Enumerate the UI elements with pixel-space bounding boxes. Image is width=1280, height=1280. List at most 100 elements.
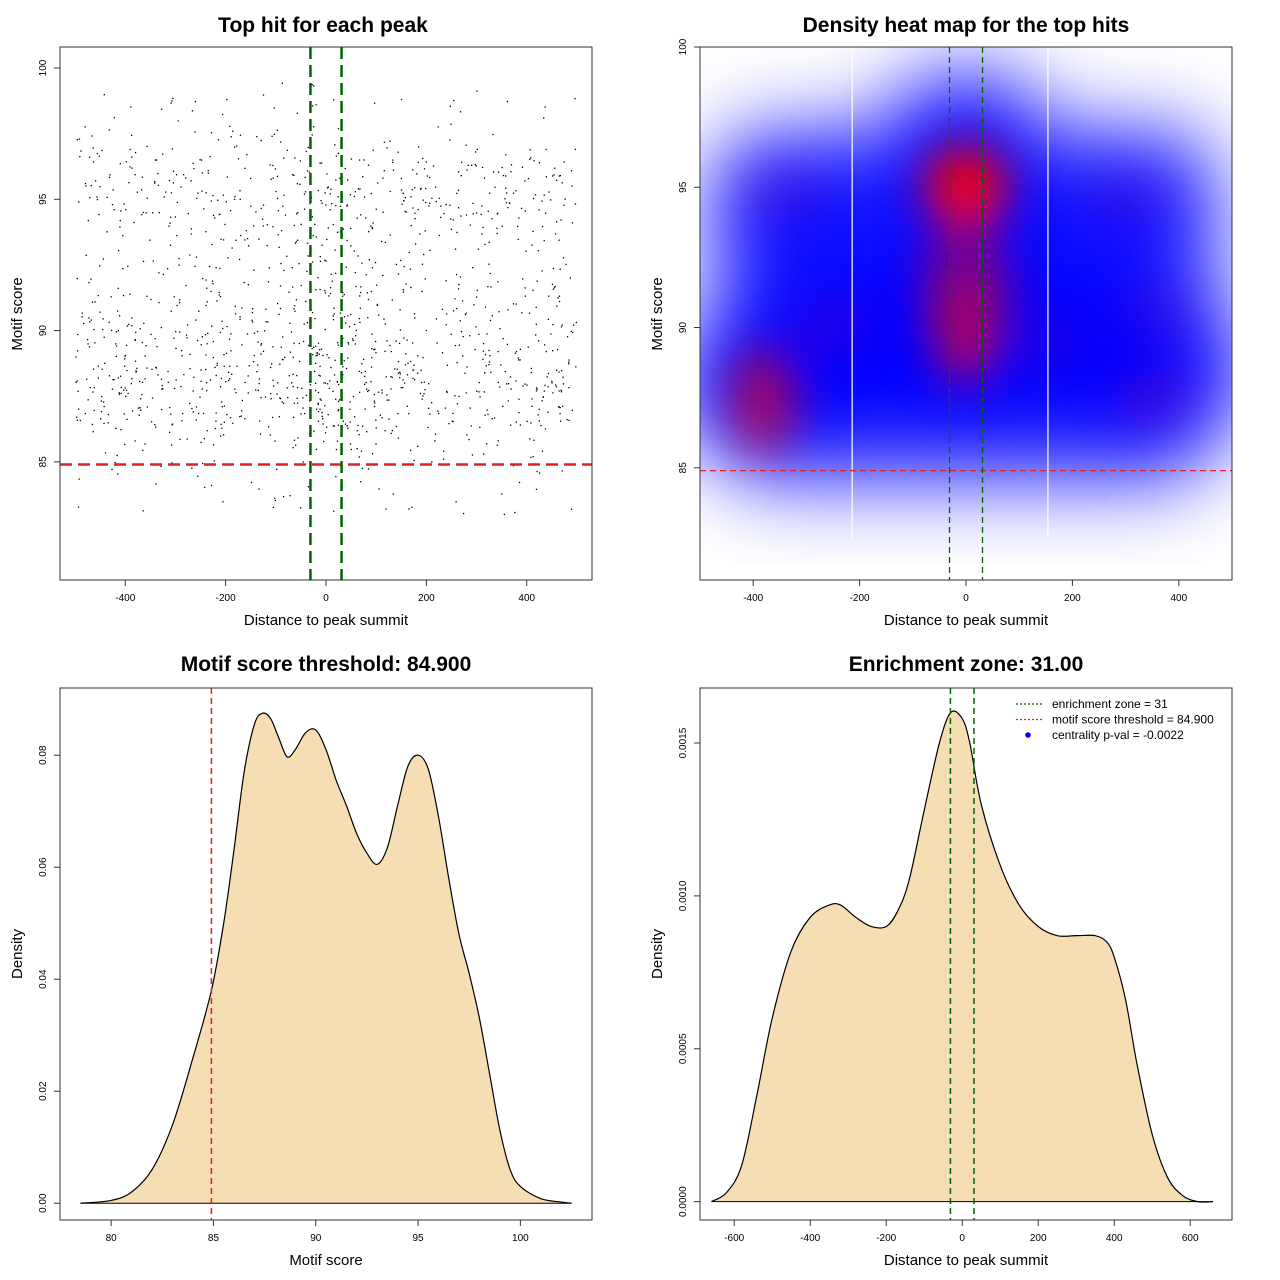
scatter-point [103,336,105,338]
scatter-point [496,213,498,215]
scatter-point [557,406,560,408]
scatter-point [77,390,79,393]
scatter-point [307,486,310,488]
scatter-point [123,413,125,415]
scatter-point [521,312,523,314]
scatter-point [174,216,177,218]
scatter-point [404,210,406,213]
scatter-point [475,212,478,214]
scatter-point [282,358,284,361]
scatter-point [203,437,205,440]
scatter-point [375,427,377,429]
scatter-point [554,233,557,235]
scatter-point [155,426,157,428]
scatter-point [424,388,426,391]
scatter-point [130,106,132,108]
scatter-x-label: Distance to peak summit [244,612,409,629]
scatter-point [461,161,463,163]
scatter-point [547,386,549,388]
scatter-point [558,406,560,408]
scatter-point [333,313,335,315]
scatter-point [314,317,316,320]
scatter-point [563,161,565,163]
scatter-point [319,162,321,164]
scatter-point [497,440,499,442]
scatter-point [221,320,223,322]
scatter-point [239,190,241,192]
scatter-point [221,406,223,408]
scatter-point [215,412,217,414]
scatter-point [408,508,410,510]
scatter-point [127,265,129,267]
heatmap-panel: Density heat map for the top hits -400 -2… [649,14,1233,629]
scatter-point [161,108,163,110]
scatter-point [92,161,95,163]
scatter-point [349,194,351,196]
scatter-point [421,157,424,160]
scatter-point [366,292,369,294]
scatter-point [355,329,357,332]
scatter-point [515,303,517,305]
scatter-point [270,178,272,180]
scatter-point [365,274,367,276]
scatter-point [475,165,477,167]
scatter-point [390,432,392,435]
scatter-point [186,337,188,339]
scatter-point [117,287,119,289]
scatter-point [561,470,563,472]
scatter-point [454,344,457,347]
scatter-point [417,208,419,211]
scatter-point [227,371,230,374]
scatter-point [195,319,197,321]
heatmap-x-tick-label: -400 [743,593,763,604]
scatter-point [538,472,541,474]
scatter-point [155,483,157,485]
scatter-point [141,176,144,178]
scatter-point [350,227,352,230]
scatter-point [375,443,377,445]
scatter-point [367,164,370,166]
scatter-point [241,399,243,402]
scatter-point [381,392,383,394]
scatter-point [335,155,338,157]
scatter-point [423,253,425,256]
scatter-point [214,427,217,430]
scatter-point [558,300,561,303]
heatmap-y-tick-label: 100 [678,38,689,55]
scatter-point [75,381,77,384]
scatter-point [296,374,298,377]
scatter-point [131,134,133,137]
scatter-point [338,383,340,386]
scatter-point [219,213,221,215]
scatter-point [141,214,143,216]
scatter-point [484,243,486,246]
scatter-point [501,225,503,227]
scatter-point [533,160,535,162]
scatter-point [246,154,248,156]
scatter-point [302,461,304,463]
scatter-point [114,461,116,464]
scatter-point [166,268,169,270]
scatter-point [476,90,478,92]
scatter-point [250,481,253,484]
scatter-point [205,354,207,356]
scatter-point [537,340,540,342]
scatter-point [507,206,509,209]
scatter-point [199,159,201,161]
scatter-point [361,363,363,365]
scatter-point [222,327,224,330]
scatter-point [205,231,207,233]
scatter-x-tick-label: 400 [518,593,535,604]
scatter-point [544,384,546,387]
scatter-point [206,389,208,392]
scatter-point [360,481,362,483]
scatter-point [325,204,327,206]
scatter-point [92,431,94,433]
scatter-point [206,301,208,303]
scatter-point [307,242,309,244]
scatter-point [489,319,492,322]
scatter-point [462,355,464,357]
scatter-point [227,257,229,259]
scatter-point [436,342,438,344]
scatter-point [569,277,571,279]
